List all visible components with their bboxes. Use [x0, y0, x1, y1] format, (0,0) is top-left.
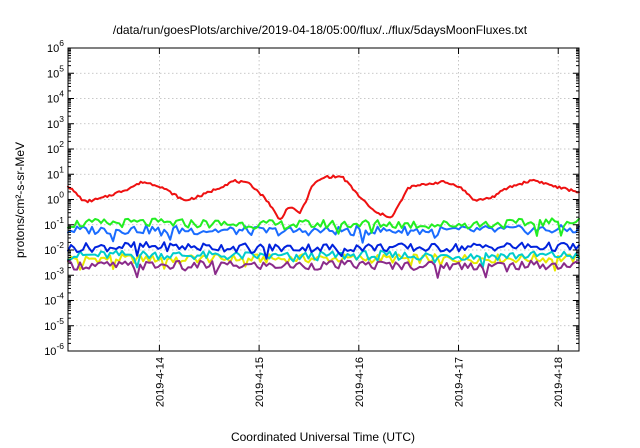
y-tick-label: 10-5 — [44, 316, 64, 333]
y-tick-label: 105 — [47, 63, 64, 80]
y-tick-label: 102 — [47, 139, 64, 156]
x-tick-label: 2019-4-15 — [254, 357, 266, 407]
chart-title: /data/run/goesPlots/archive/2019-04-18/0… — [113, 23, 528, 37]
y-tick-label: 103 — [47, 114, 64, 131]
y-axis: 106 105 104 103 102 101 100 10-1 10-2 10-3 10-4 10-… — [44, 38, 579, 358]
series-line — [67, 241, 580, 260]
series-line — [67, 224, 580, 244]
x-tick-label: 2019-4-14 — [154, 357, 166, 407]
series-line — [67, 174, 580, 220]
y-tick-label: 10-2 — [44, 240, 64, 257]
series-line — [67, 253, 580, 272]
series-line — [67, 249, 580, 269]
y-tick-label: 101 — [47, 164, 64, 181]
x-tick-label: 2019-4-18 — [553, 357, 565, 407]
x-axis-label: Coordinated Universal Time (UTC) — [231, 430, 415, 444]
y-tick-label: 10-3 — [44, 265, 64, 282]
x-tick-label: 2019-4-16 — [354, 357, 366, 407]
grid — [68, 48, 579, 351]
series-line — [67, 259, 580, 279]
series-line — [67, 217, 580, 237]
y-tick-label: 10-6 — [44, 341, 64, 358]
x-axis: 2019-4-14 2019-4-15 2019-4-16 2019-4-17 2019… — [154, 48, 565, 407]
y-tick-label: 106 — [47, 38, 64, 55]
x-tick-label: 2019-4-17 — [454, 357, 466, 407]
y-axis-label: protons/cm²-s-sr-MeV — [13, 142, 27, 258]
y-tick-label: 100 — [47, 190, 64, 207]
y-tick-label: 10-1 — [44, 215, 64, 232]
y-tick-label: 10-4 — [44, 291, 64, 308]
series-layer — [67, 174, 580, 279]
y-tick-label: 104 — [47, 89, 64, 106]
